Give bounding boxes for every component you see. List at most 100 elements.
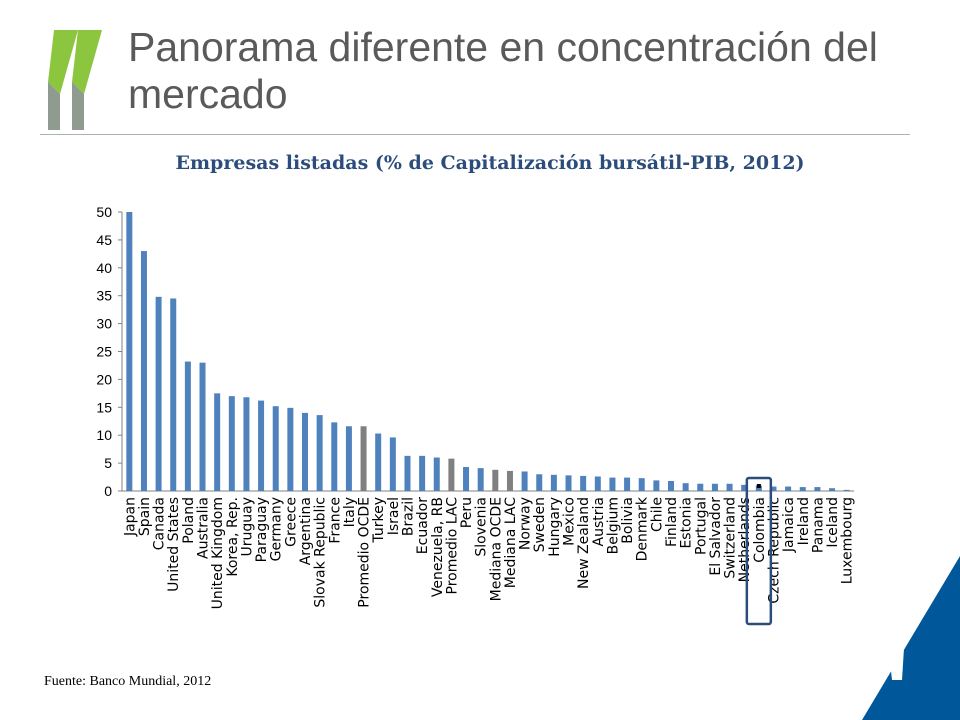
- x-tick-label: United States: [166, 497, 182, 592]
- corner-notch: [890, 648, 904, 680]
- y-tick-label: 35: [96, 288, 112, 304]
- highlight-marker: [756, 484, 761, 488]
- bar-australia: [199, 362, 206, 491]
- bar-brazil: [404, 455, 411, 491]
- x-tick-label: Paraguay: [254, 497, 270, 562]
- bar-promedio-ocde: [360, 426, 367, 491]
- x-tick-label: Luxembourg: [840, 497, 856, 584]
- bar-netherlands: [741, 484, 748, 491]
- x-tick-label: Greece: [283, 497, 299, 547]
- x-tick-label: Norway: [518, 497, 534, 550]
- bar-italy: [345, 426, 352, 491]
- logo-shade-right: [72, 82, 84, 130]
- corner-triangle: [862, 556, 960, 720]
- x-tick-label: Mediana LAC: [503, 497, 519, 588]
- highlight-group: [745, 476, 773, 626]
- bar-estonia: [682, 483, 689, 491]
- bar-czech-republic: [770, 486, 777, 491]
- bar-sweden: [536, 474, 543, 491]
- x-tick-label: Promedio OCDE: [357, 497, 373, 608]
- bar-el-salvador: [711, 483, 718, 491]
- y-axis: 0 5 10 15 20 25 30 35 40 45 50: [96, 204, 854, 499]
- bar-austria: [594, 476, 601, 491]
- bar-korea-rep: [228, 396, 235, 491]
- source-note: Fuente: Banco Mundial, 2012: [44, 674, 212, 689]
- y-tick-label: 10: [96, 427, 112, 443]
- x-tick-label: Promedio LAC: [444, 497, 460, 595]
- x-tick-label: Turkey: [371, 497, 387, 544]
- x-tick-label: Mexico: [562, 497, 578, 546]
- x-tick-label: Uruguay: [239, 497, 255, 557]
- x-tick-label: France: [327, 497, 343, 544]
- x-tick-label: Denmark: [635, 496, 651, 561]
- bar-chile: [653, 480, 660, 491]
- x-tick-label: Iceland: [825, 497, 841, 548]
- title-divider: [40, 134, 910, 135]
- y-tick-label: 20: [96, 371, 112, 387]
- bar-norway: [521, 471, 528, 491]
- x-tick-label: Austria: [591, 497, 607, 546]
- bar-mediana-lac: [506, 470, 513, 491]
- x-tick-label: Spain: [137, 497, 153, 536]
- bar-new-zealand: [580, 475, 587, 491]
- bar-turkey: [375, 433, 382, 491]
- bar-canada: [155, 296, 162, 491]
- bar-ireland: [799, 487, 806, 491]
- x-tick-label: Venezuela, RB: [430, 497, 446, 597]
- bar-finland: [668, 480, 674, 491]
- bars: [126, 212, 850, 491]
- x-tick-label: El Salvador: [708, 497, 724, 576]
- bar-france: [331, 422, 338, 491]
- x-tick-label: Portugal: [693, 497, 709, 555]
- x-tick-label: United Kingdom: [210, 497, 226, 609]
- x-tick-label: Panama: [810, 497, 826, 553]
- y-tick-label: 25: [96, 344, 112, 360]
- x-tick-label: Peru: [459, 497, 475, 528]
- y-tick-label: 15: [96, 399, 112, 415]
- bar-greece: [287, 407, 294, 491]
- y-tick-label: 45: [96, 232, 112, 248]
- y-tick-label: 50: [96, 204, 112, 220]
- logo-stripe-left: [48, 30, 78, 94]
- bar-israel: [389, 437, 396, 491]
- bar-poland: [184, 361, 191, 491]
- bar-slovak-republic: [316, 415, 323, 491]
- x-tick-label: Czech Republic: [766, 497, 782, 604]
- x-tick-label: New Zealand: [576, 497, 592, 589]
- x-tick-label: Slovak Republic: [313, 497, 329, 608]
- bar-denmark: [638, 478, 645, 491]
- bar-united-kingdom: [214, 393, 221, 491]
- x-tick-label: Hungary: [547, 497, 563, 557]
- y-tick-label: 30: [96, 316, 112, 332]
- bar-promedio-lac: [448, 458, 455, 491]
- corner-decoration: [862, 556, 960, 720]
- x-tick-label: Germany: [269, 497, 285, 561]
- bar-argentina: [302, 412, 308, 491]
- bar-luxembourg: [843, 489, 850, 491]
- bar-panama: [814, 487, 821, 491]
- x-tick-label: Bolivia: [620, 497, 636, 544]
- bar-spain: [140, 251, 147, 491]
- x-tick-label: Israel: [386, 497, 402, 535]
- y-tick-label: 40: [96, 260, 112, 276]
- bar-mediana-ocde: [492, 469, 499, 491]
- x-tick-label: Brazil: [400, 497, 416, 536]
- logo-icon: [48, 30, 102, 130]
- x-tick-label: Colombia: [752, 497, 768, 563]
- bar-uruguay: [243, 397, 250, 491]
- x-tick-label: Netherlands: [737, 497, 753, 582]
- x-tick-label: Poland: [181, 497, 197, 544]
- bar-hungary: [550, 474, 557, 491]
- x-tick-label: Japan: [122, 497, 138, 537]
- bar-portugal: [697, 483, 704, 491]
- bar-japan: [126, 212, 133, 491]
- x-tick-label: Switzerland: [723, 497, 739, 579]
- chart-title: Empresas listadas (% de Capitalización b…: [175, 152, 805, 174]
- x-tick-label: Argentina: [298, 497, 314, 565]
- logo-shade-left: [48, 82, 60, 130]
- x-tick-label: Ecuador: [415, 497, 431, 554]
- x-tick-label: Mediana OCDE: [488, 497, 504, 601]
- highlight-box: [745, 476, 773, 626]
